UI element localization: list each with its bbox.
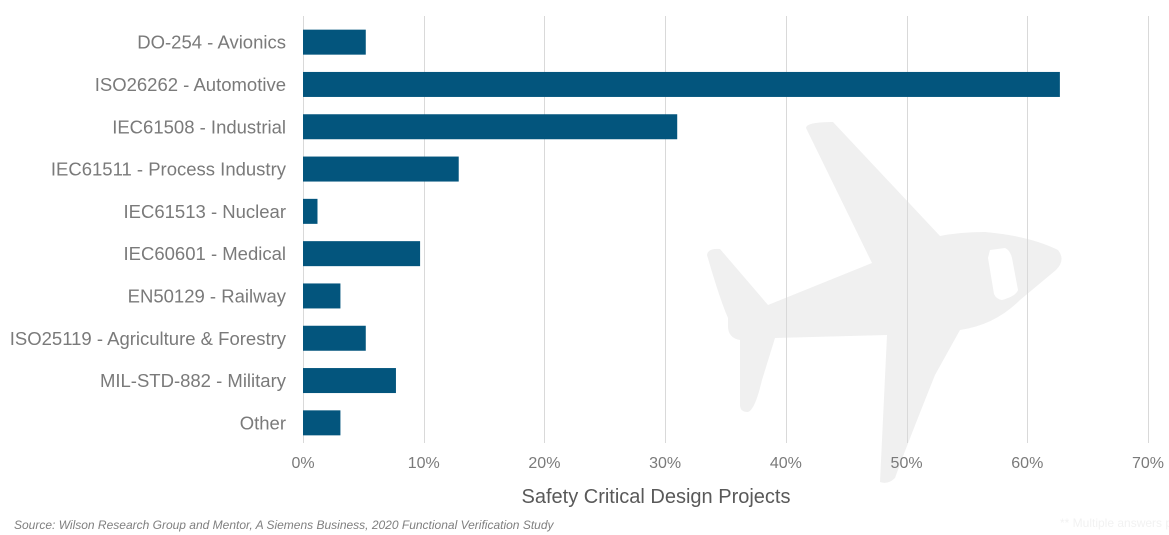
bar [303, 156, 459, 182]
category-label: MIL-STD-882 - Military [100, 370, 287, 391]
multiple-answers-note: ** Multiple answers p [1060, 516, 1169, 530]
x-tick-label: 30% [649, 455, 681, 472]
category-label: EN50129 - Railway [128, 285, 287, 306]
x-axis-title: Safety Critical Design Projects [522, 486, 791, 508]
source-note: Source: Wilson Research Group and Mentor… [14, 518, 554, 532]
airplane-icon [707, 122, 1062, 483]
category-label: DO-254 - Avionics [137, 32, 286, 53]
x-tick-label: 0% [291, 455, 314, 472]
category-label: ISO25119 - Agriculture & Forestry [10, 328, 287, 349]
category-label: IEC61508 - Industrial [112, 116, 286, 137]
bar [303, 325, 366, 351]
category-label: IEC61511 - Process Industry [51, 159, 287, 180]
category-label: Other [240, 412, 286, 433]
x-tick-label: 60% [1011, 455, 1043, 472]
bar [303, 283, 341, 309]
category-label: IEC60601 - Medical [124, 243, 286, 264]
bar [303, 410, 341, 436]
x-tick-label: 40% [770, 455, 802, 472]
x-tick-label: 70% [1132, 455, 1164, 472]
x-tick-labels: 0% 10% 20% 30% 40% 50% 60% 70% [291, 455, 1164, 472]
x-tick-label: 50% [891, 455, 923, 472]
bar [303, 114, 678, 140]
bar [303, 29, 366, 55]
category-label: ISO26262 - Automotive [95, 74, 286, 95]
bar [303, 71, 1060, 97]
bar [303, 241, 421, 267]
bar [303, 368, 396, 394]
x-tick-label: 10% [408, 455, 440, 472]
category-label: IEC61513 - Nuclear [124, 201, 286, 222]
x-tick-label: 20% [528, 455, 560, 472]
bar [303, 198, 318, 224]
bars [303, 29, 1060, 436]
category-labels: DO-254 - Avionics ISO26262 - Automotive IE… [10, 32, 287, 434]
